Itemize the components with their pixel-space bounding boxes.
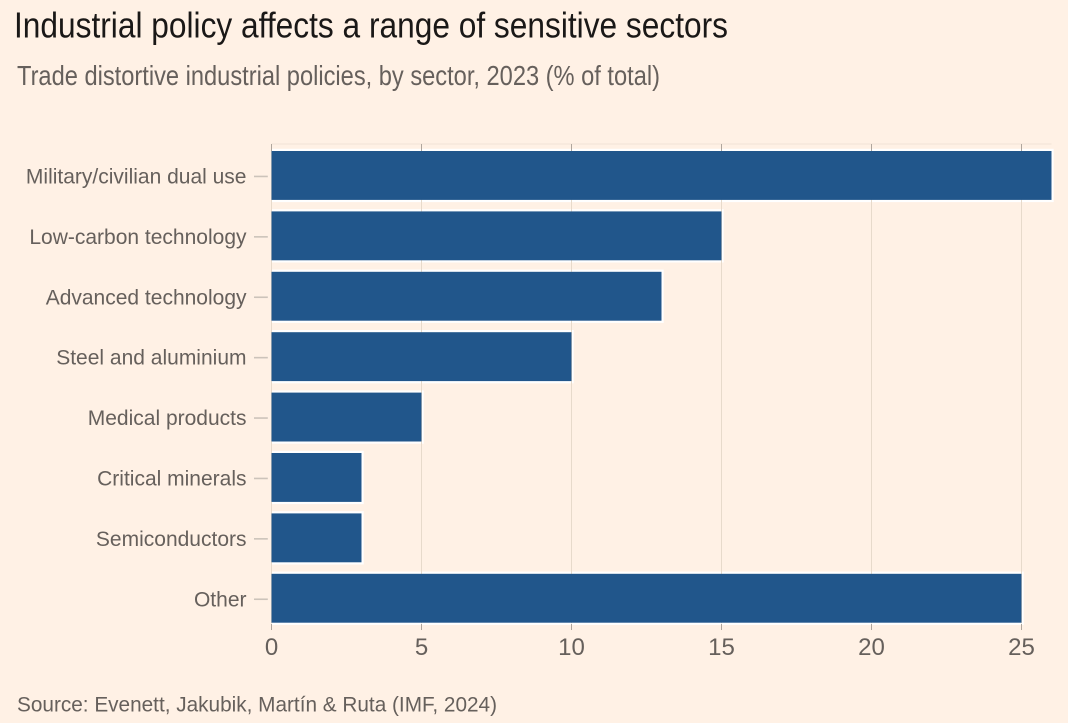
svg-text:Industrial policy affects a ra: Industrial policy affects a range of sen… xyxy=(14,5,728,46)
svg-text:Advanced technology: Advanced technology xyxy=(46,286,247,309)
svg-text:25: 25 xyxy=(1008,634,1035,661)
svg-text:Trade distortive industrial po: Trade distortive industrial policies, by… xyxy=(17,60,660,91)
svg-text:0: 0 xyxy=(265,634,278,661)
svg-text:Steel and aluminium: Steel and aluminium xyxy=(56,347,246,370)
svg-text:Low-carbon technology: Low-carbon technology xyxy=(29,226,247,249)
svg-text:20: 20 xyxy=(858,634,885,661)
svg-text:15: 15 xyxy=(708,634,735,661)
svg-text:5: 5 xyxy=(415,634,428,661)
svg-text:Military/civilian dual use: Military/civilian dual use xyxy=(26,165,247,188)
svg-text:10: 10 xyxy=(558,634,585,661)
svg-text:Other: Other xyxy=(194,588,247,611)
svg-text:Source: Evenett, Jakubik, Mart: Source: Evenett, Jakubik, Martín & Ruta … xyxy=(17,694,497,717)
svg-text:Critical minerals: Critical minerals xyxy=(97,467,246,490)
svg-text:Semiconductors: Semiconductors xyxy=(96,528,247,551)
svg-text:Medical products: Medical products xyxy=(88,407,247,430)
